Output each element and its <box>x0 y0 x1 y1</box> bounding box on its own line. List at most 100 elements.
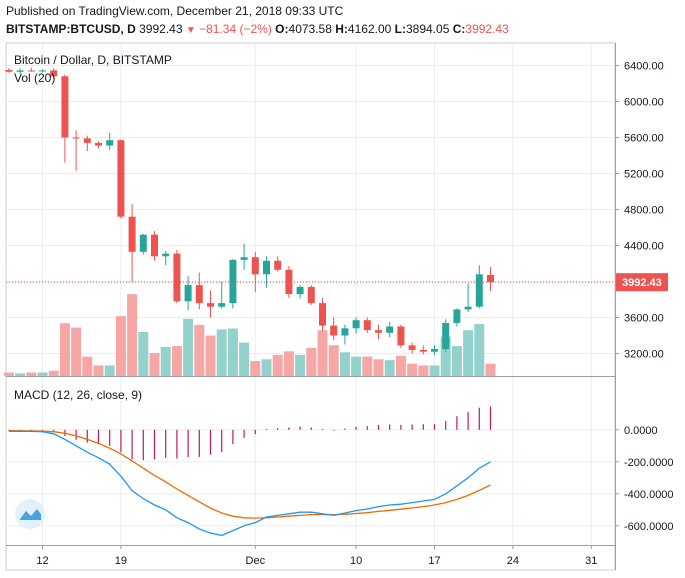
candle <box>274 256 282 272</box>
candle <box>475 265 483 309</box>
candle <box>251 251 259 293</box>
candle <box>487 266 494 292</box>
volume-bar <box>3 372 14 376</box>
volume-bar <box>261 359 272 376</box>
candle <box>83 135 91 151</box>
candle <box>375 324 382 340</box>
volume-bar <box>295 354 306 376</box>
candle-body <box>162 253 170 257</box>
volume-bar <box>395 355 406 376</box>
volume-bar <box>149 353 160 376</box>
time-tick-label: Dec <box>246 555 266 567</box>
time-tick-label: 10 <box>350 555 362 567</box>
candle-body <box>39 70 46 72</box>
high-value: 4162.00 <box>347 22 392 36</box>
close-value: 3992.43 <box>465 22 509 36</box>
volume-bar <box>429 365 440 376</box>
candle-body <box>341 328 349 336</box>
volume-bar <box>138 332 149 376</box>
volume-bar <box>362 356 373 376</box>
price-tick-label: 6000.00 <box>624 97 664 109</box>
volume-bar <box>194 324 205 376</box>
candle <box>442 319 450 352</box>
open-label: O: <box>275 22 289 36</box>
price-tick-label: 6400.00 <box>624 61 664 73</box>
candle-body <box>195 285 203 304</box>
close-label: C: <box>452 22 466 36</box>
volume-bar <box>317 330 328 376</box>
volume-bar <box>440 336 451 376</box>
candle <box>106 133 114 151</box>
candle <box>307 285 315 305</box>
candle-body <box>453 309 461 323</box>
volume-bar <box>115 316 126 376</box>
candle-body <box>263 260 270 275</box>
macd-tick-label: -400.0000 <box>624 489 674 501</box>
candle-body <box>307 286 315 304</box>
candle <box>195 272 203 310</box>
candle-body <box>5 70 13 72</box>
candle-body <box>173 253 181 302</box>
open-value: 4073.58 <box>288 22 332 36</box>
volume-bar <box>474 324 485 376</box>
volume-bar <box>384 360 395 376</box>
candle-body <box>117 140 125 217</box>
candle-body <box>487 274 494 283</box>
volume-bar <box>26 372 37 376</box>
last-price-badge <box>616 273 668 292</box>
candle-body <box>431 349 438 352</box>
candle-body <box>207 303 214 307</box>
candle <box>229 259 237 309</box>
candle-body <box>475 274 483 307</box>
last-price-value: 3992.43 <box>139 22 183 36</box>
candle <box>16 68 24 74</box>
tradingview-logo[interactable] <box>15 499 45 529</box>
candle <box>408 342 416 354</box>
volume-bar <box>239 342 250 376</box>
candle-body <box>363 320 371 331</box>
candle <box>263 256 270 288</box>
volume-bar <box>463 330 474 376</box>
candle-body <box>106 140 114 146</box>
macd-pane-title: MACD (12, 26, close, 9) <box>14 388 142 402</box>
volume-bar <box>418 365 429 376</box>
candle <box>128 204 136 282</box>
candle <box>363 317 371 333</box>
time-tick-label: 19 <box>115 555 127 567</box>
volume-bar <box>183 318 194 376</box>
volume-bar <box>485 363 496 376</box>
chart-frame <box>5 42 616 571</box>
candle <box>162 250 170 266</box>
candle-body <box>61 76 69 138</box>
low-label: L: <box>394 22 406 36</box>
candle <box>207 290 214 318</box>
candle-body <box>330 325 338 336</box>
candle <box>464 283 472 313</box>
candle <box>296 285 304 299</box>
candle-body <box>27 70 35 72</box>
candle <box>173 250 181 304</box>
candle-body <box>408 345 416 350</box>
volume-bar <box>216 329 227 376</box>
macd-tick-label: -200.0000 <box>624 457 674 469</box>
candle <box>240 243 248 270</box>
volume-bar <box>373 359 384 376</box>
candle-body <box>419 349 427 352</box>
volume-bar <box>82 356 93 376</box>
candle-body <box>139 234 147 252</box>
candle-body <box>151 234 158 257</box>
change-value: −81.34 (−2%) <box>199 22 272 36</box>
volume-bar <box>339 352 350 376</box>
volume-bar <box>306 347 317 376</box>
price-tick-label: 5200.00 <box>624 169 664 181</box>
candle <box>61 74 69 163</box>
volume-bar <box>71 327 82 376</box>
candle <box>330 317 338 340</box>
candle-body <box>229 259 237 304</box>
price-tick-label: 3600.00 <box>624 313 664 325</box>
candle <box>117 139 125 219</box>
time-tick-label: 17 <box>428 555 440 567</box>
published-caption: Published on TradingView.com, December 2… <box>6 4 344 18</box>
volume-bar <box>272 354 283 376</box>
